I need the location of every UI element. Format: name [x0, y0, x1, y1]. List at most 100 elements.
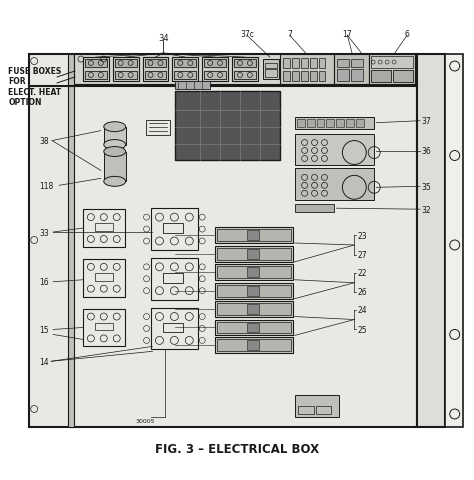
Bar: [232, 58, 258, 82]
Bar: [301, 59, 308, 69]
Bar: [143, 58, 168, 82]
Bar: [445, 55, 463, 427]
Bar: [85, 60, 107, 68]
Bar: [283, 59, 290, 69]
Bar: [297, 120, 305, 127]
Bar: [351, 70, 363, 82]
Bar: [307, 120, 315, 127]
Bar: [174, 72, 196, 80]
Bar: [215, 264, 292, 280]
Bar: [217, 340, 291, 352]
Ellipse shape: [104, 140, 126, 150]
Text: 22: 22: [357, 269, 367, 278]
Bar: [295, 118, 374, 130]
Text: 16: 16: [39, 277, 49, 287]
Bar: [265, 70, 277, 78]
Text: 33: 33: [39, 228, 49, 237]
Ellipse shape: [104, 147, 126, 157]
Text: 30005: 30005: [136, 419, 155, 423]
Bar: [215, 301, 292, 317]
Bar: [145, 60, 166, 68]
Bar: [215, 283, 292, 299]
Bar: [215, 320, 292, 336]
Bar: [369, 55, 415, 85]
Bar: [83, 58, 109, 82]
Bar: [337, 70, 349, 82]
Text: 118: 118: [39, 181, 54, 191]
Bar: [68, 55, 74, 427]
Bar: [217, 285, 291, 297]
Bar: [319, 72, 326, 82]
Bar: [310, 59, 317, 69]
Text: 36: 36: [421, 147, 431, 156]
Text: FIG. 3 – ELECTRICAL BOX: FIG. 3 – ELECTRICAL BOX: [155, 443, 319, 456]
Text: 26: 26: [357, 288, 367, 297]
Bar: [164, 323, 183, 333]
Bar: [234, 72, 256, 80]
Text: 24: 24: [357, 305, 367, 314]
Bar: [295, 395, 339, 417]
Bar: [74, 55, 416, 85]
Bar: [316, 406, 331, 414]
Bar: [301, 72, 308, 82]
Bar: [292, 59, 299, 69]
Bar: [175, 92, 280, 161]
Text: 34: 34: [158, 34, 169, 43]
Bar: [95, 224, 113, 231]
Bar: [95, 273, 113, 281]
Bar: [247, 230, 259, 240]
Bar: [247, 250, 259, 259]
Text: 35: 35: [421, 182, 431, 192]
Text: 37c: 37c: [240, 30, 254, 38]
Bar: [263, 60, 279, 80]
Text: 17: 17: [343, 30, 352, 38]
Bar: [217, 322, 291, 334]
Bar: [356, 120, 364, 127]
Bar: [319, 59, 326, 69]
Bar: [371, 57, 413, 69]
Text: 32: 32: [421, 205, 430, 214]
Bar: [173, 58, 198, 82]
Bar: [115, 60, 137, 68]
Bar: [151, 209, 198, 251]
Bar: [283, 72, 290, 82]
Bar: [247, 304, 259, 314]
Text: 37: 37: [421, 117, 431, 126]
Bar: [417, 55, 445, 427]
Text: 23: 23: [357, 231, 367, 240]
Bar: [317, 120, 325, 127]
Bar: [234, 60, 256, 68]
Bar: [295, 205, 335, 213]
Bar: [265, 64, 277, 69]
Bar: [215, 246, 292, 263]
Bar: [151, 308, 198, 349]
Bar: [85, 72, 107, 80]
Bar: [280, 55, 335, 85]
Bar: [298, 406, 313, 414]
Bar: [337, 60, 349, 68]
Bar: [113, 58, 138, 82]
Bar: [204, 72, 226, 80]
Text: 14: 14: [39, 357, 49, 366]
Bar: [247, 286, 259, 296]
Bar: [295, 169, 374, 201]
Bar: [215, 228, 292, 243]
Bar: [164, 224, 183, 234]
Bar: [310, 72, 317, 82]
Bar: [145, 72, 166, 80]
Bar: [393, 71, 413, 83]
Bar: [217, 266, 291, 278]
Text: 27: 27: [357, 251, 367, 260]
Bar: [95, 323, 113, 331]
Bar: [217, 303, 291, 315]
Bar: [335, 55, 369, 85]
Bar: [151, 258, 198, 300]
Text: 38: 38: [39, 137, 49, 146]
Ellipse shape: [104, 177, 126, 187]
Bar: [175, 82, 210, 90]
Bar: [327, 120, 335, 127]
Bar: [83, 259, 125, 297]
Bar: [215, 338, 292, 354]
Bar: [164, 273, 183, 283]
Bar: [346, 120, 354, 127]
